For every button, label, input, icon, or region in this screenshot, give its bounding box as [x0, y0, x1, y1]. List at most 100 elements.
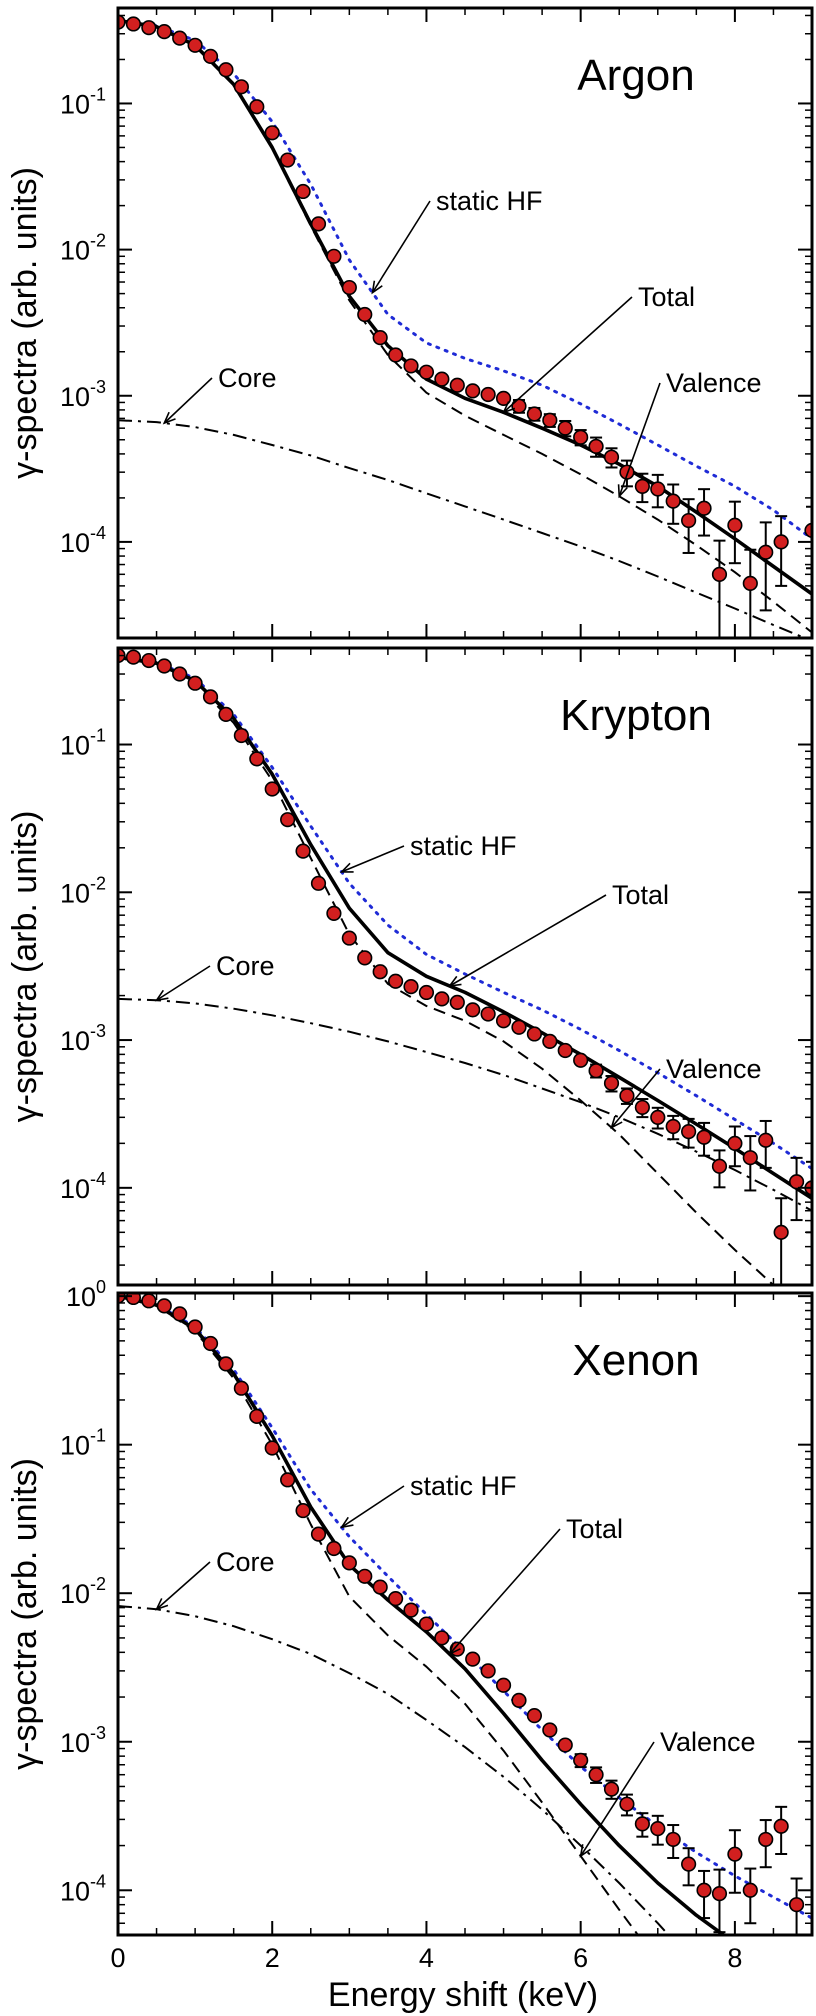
data-point [542, 412, 558, 428]
annotation-leader [156, 1561, 211, 1610]
y-tick-label-base: 10 [60, 1431, 90, 1461]
y-axis-title: γ-spectra (arb. units) [6, 167, 44, 479]
data-point [511, 398, 527, 414]
annotation-leader [341, 845, 405, 873]
panel-title: Krypton [560, 691, 712, 740]
annotation-arrowhead [339, 862, 354, 873]
data-point [465, 1002, 481, 1018]
data-point [742, 1882, 758, 1898]
data-point [588, 1767, 604, 1783]
data-point [665, 1831, 681, 1848]
data-point [372, 1579, 388, 1595]
y-tick-label: 10-3 [60, 1021, 106, 1056]
data-point [650, 1821, 666, 1837]
data-point [804, 522, 812, 538]
annotation-arrowhead [617, 484, 628, 499]
data-point [634, 1099, 650, 1116]
data-point [681, 1856, 697, 1872]
data-point [449, 994, 465, 1010]
data-point [557, 1042, 573, 1059]
annotation-label: static HF [410, 1471, 517, 1501]
annotation-label: Total [612, 880, 669, 910]
data-point [696, 1129, 712, 1145]
data-point [634, 478, 650, 494]
y-tick-label-base: 10 [60, 236, 90, 266]
series-valence-line [118, 657, 775, 1285]
annotation-arrowhead [162, 411, 176, 425]
data-point [650, 1109, 666, 1125]
plot-area [118, 1293, 812, 1935]
series-core-line [118, 419, 808, 638]
data-point [788, 1174, 805, 1190]
data-point [249, 1408, 265, 1425]
data-point [326, 905, 342, 921]
y-tick-label-exponent: -2 [90, 1574, 106, 1594]
data-point [372, 964, 388, 980]
data-point [295, 843, 311, 859]
data-point [711, 1158, 728, 1174]
data-point [727, 1846, 743, 1862]
data-point [388, 347, 404, 363]
data-point [495, 1677, 512, 1693]
data-point [326, 248, 342, 264]
data-point [588, 1063, 604, 1079]
plot-frame [116, 1291, 814, 1937]
x-tick-label: 8 [727, 1943, 742, 1973]
data-point [480, 1006, 496, 1022]
data-point [711, 1885, 728, 1902]
annotation-arrowhead [502, 401, 516, 414]
annotation-label: Valence [660, 1727, 756, 1757]
series-static-hf-line [118, 1294, 812, 1920]
data-point [187, 37, 203, 53]
data-point [742, 1150, 758, 1166]
data-point [357, 306, 373, 323]
series-static-hf-line [118, 18, 812, 541]
annotation-leader [618, 382, 661, 497]
data-point [557, 420, 573, 436]
data-point [264, 1440, 280, 1456]
annotation-leader [610, 1068, 661, 1129]
data-point [449, 377, 465, 393]
data-point [156, 1298, 172, 1314]
data-point [727, 1135, 743, 1151]
y-tick-label-base: 10 [60, 1174, 90, 1204]
data-point [696, 1882, 712, 1898]
data-point [573, 429, 589, 445]
y-tick-label-exponent: -2 [90, 873, 106, 893]
data-point [665, 493, 681, 509]
annotation-leader [156, 965, 211, 1001]
y-tick-label: 10-3 [60, 377, 106, 412]
y-tick-label-base: 10 [60, 1728, 90, 1758]
data-point [603, 1075, 620, 1091]
data-point [758, 1132, 774, 1148]
data-point [156, 24, 172, 40]
y-tick-label-exponent: -1 [90, 84, 106, 104]
annotation-label: Valence [666, 368, 762, 398]
annotation-arrowhead [448, 1642, 461, 1656]
data-point [542, 1722, 558, 1738]
annotation-label: Total [638, 282, 695, 312]
y-axis-title: γ-spectra (arb. units) [6, 811, 44, 1123]
data-point [310, 1526, 327, 1542]
data-point [141, 20, 157, 36]
y-tick-label-exponent: -3 [90, 1723, 106, 1743]
data-point [372, 329, 388, 346]
y-tick-label-exponent: -3 [90, 1021, 106, 1041]
plot-area [118, 648, 812, 1285]
data-point [403, 1602, 419, 1618]
data-point [788, 1897, 805, 1913]
data-point [665, 1118, 681, 1135]
annotation-leader [579, 1741, 655, 1857]
y-tick-label-exponent: -1 [90, 1426, 106, 1446]
x-tick-label: 2 [265, 1943, 280, 1973]
data-point [480, 386, 496, 403]
data-point [526, 1707, 543, 1724]
data-point [218, 1356, 234, 1372]
data-point [233, 727, 249, 744]
annotation-leader [341, 1485, 405, 1528]
series-total-line [118, 655, 812, 1200]
y-tick-label-exponent: -1 [90, 726, 106, 746]
